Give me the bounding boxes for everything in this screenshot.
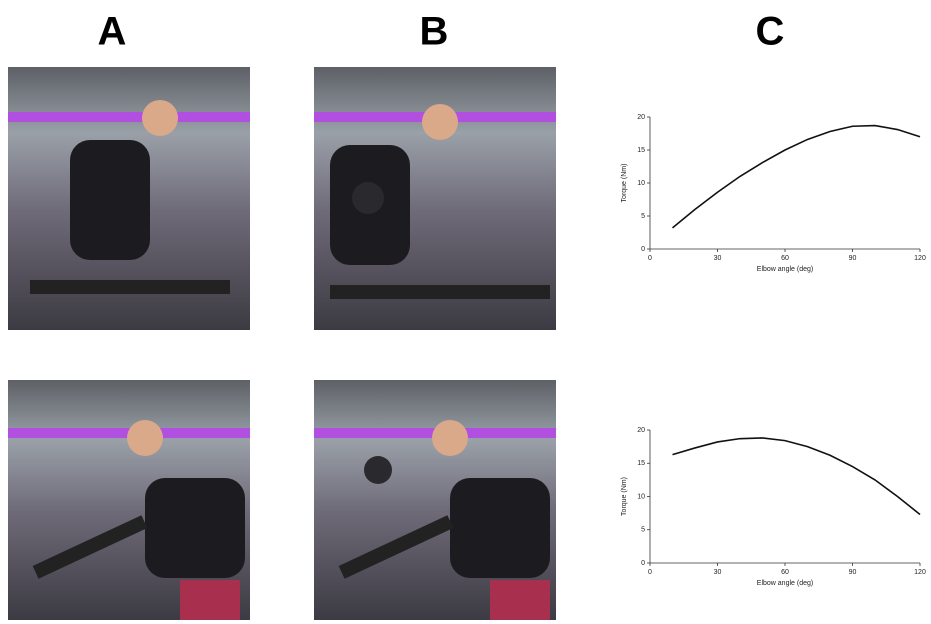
y-axis-label: Torque (Nm) xyxy=(621,477,628,516)
photo xyxy=(8,380,250,620)
y-tick-label: 10 xyxy=(637,493,645,500)
photo xyxy=(8,67,250,330)
x-tick-label: 90 xyxy=(849,569,857,576)
y-tick-label: 0 xyxy=(641,560,645,567)
figure: A B C 0 5 10 15 20 0 30 60 90 120 Elbow angle (deg… xyxy=(0,0,931,624)
y-tick-label: 10 xyxy=(637,180,645,187)
panel-label: B xyxy=(420,10,449,54)
y-tick-label: 20 xyxy=(637,427,645,434)
x-axis-label: Elbow angle (deg) xyxy=(757,266,813,273)
y-tick-label: 20 xyxy=(637,114,645,121)
x-tick-label: 30 xyxy=(714,569,722,576)
x-tick-label: 60 xyxy=(781,569,789,576)
y-tick-label: 0 xyxy=(641,246,645,253)
x-tick-label: 120 xyxy=(914,569,926,576)
y-tick-label: 15 xyxy=(637,147,645,154)
x-tick-label: 60 xyxy=(781,255,789,262)
x-axis-label: Elbow angle (deg) xyxy=(757,580,813,587)
y-tick-label: 15 xyxy=(637,460,645,467)
panel-label: C xyxy=(756,10,785,54)
page: A B C 0 5 10 15 20 0 30 60 90 120 Elbow angle (deg… xyxy=(0,0,931,624)
y-axis-label: Torque (Nm) xyxy=(621,164,628,203)
x-tick-label: 120 xyxy=(914,255,926,262)
x-tick-label: 90 xyxy=(849,255,857,262)
x-tick-label: 0 xyxy=(648,255,652,262)
x-tick-label: 30 xyxy=(714,255,722,262)
charts: 0 5 10 15 20 0 30 60 90 120 Elbow angle (deg) Torqu… xyxy=(621,114,926,587)
y-tick-label: 5 xyxy=(641,213,645,220)
photo xyxy=(314,380,556,620)
torque-line xyxy=(673,126,921,228)
panel-label: A xyxy=(98,10,127,54)
torque-line xyxy=(673,438,921,514)
y-tick-label: 5 xyxy=(641,527,645,534)
photo xyxy=(314,67,556,330)
x-tick-label: 0 xyxy=(648,569,652,576)
